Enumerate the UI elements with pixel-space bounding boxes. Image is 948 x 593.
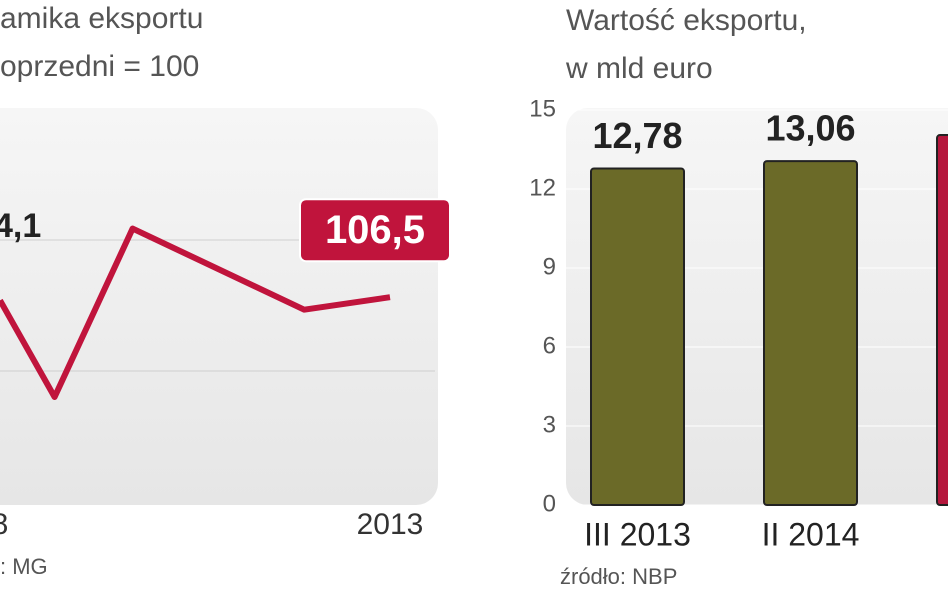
value-label: 12,78 bbox=[592, 115, 682, 156]
annotation: 4,1 bbox=[0, 207, 41, 245]
x-tick-label: II 2014 bbox=[762, 516, 860, 552]
value-label: 106,5 bbox=[325, 208, 425, 252]
y-tick-label: 0 bbox=[543, 490, 556, 517]
source: : MG bbox=[0, 554, 48, 579]
chart-subtitle: oprzedni = 100 bbox=[0, 50, 199, 83]
line bbox=[0, 225, 391, 401]
bar bbox=[763, 160, 858, 506]
y-tick-label: 9 bbox=[543, 253, 556, 280]
value-label-box bbox=[299, 198, 451, 263]
bar bbox=[590, 167, 685, 507]
y-tick-label: 3 bbox=[543, 411, 556, 438]
value-label: 13,06 bbox=[765, 108, 855, 149]
y-tick-label: 15 bbox=[529, 95, 556, 122]
chart-title: amika eksportu bbox=[0, 2, 203, 35]
y-tick-label: 12 bbox=[529, 174, 556, 201]
y-tick-label: 6 bbox=[543, 332, 556, 359]
bar bbox=[936, 134, 948, 506]
x-tick-label: 8 bbox=[0, 508, 8, 541]
chart-title: Wartość eksportu, bbox=[566, 4, 807, 37]
plot-background bbox=[0, 108, 438, 505]
x-tick-label: 2013 bbox=[357, 508, 424, 541]
chart-subtitle: w mld euro bbox=[565, 52, 713, 85]
x-tick-label: III 2013 bbox=[584, 516, 691, 552]
source: źródło: NBP bbox=[560, 564, 677, 589]
